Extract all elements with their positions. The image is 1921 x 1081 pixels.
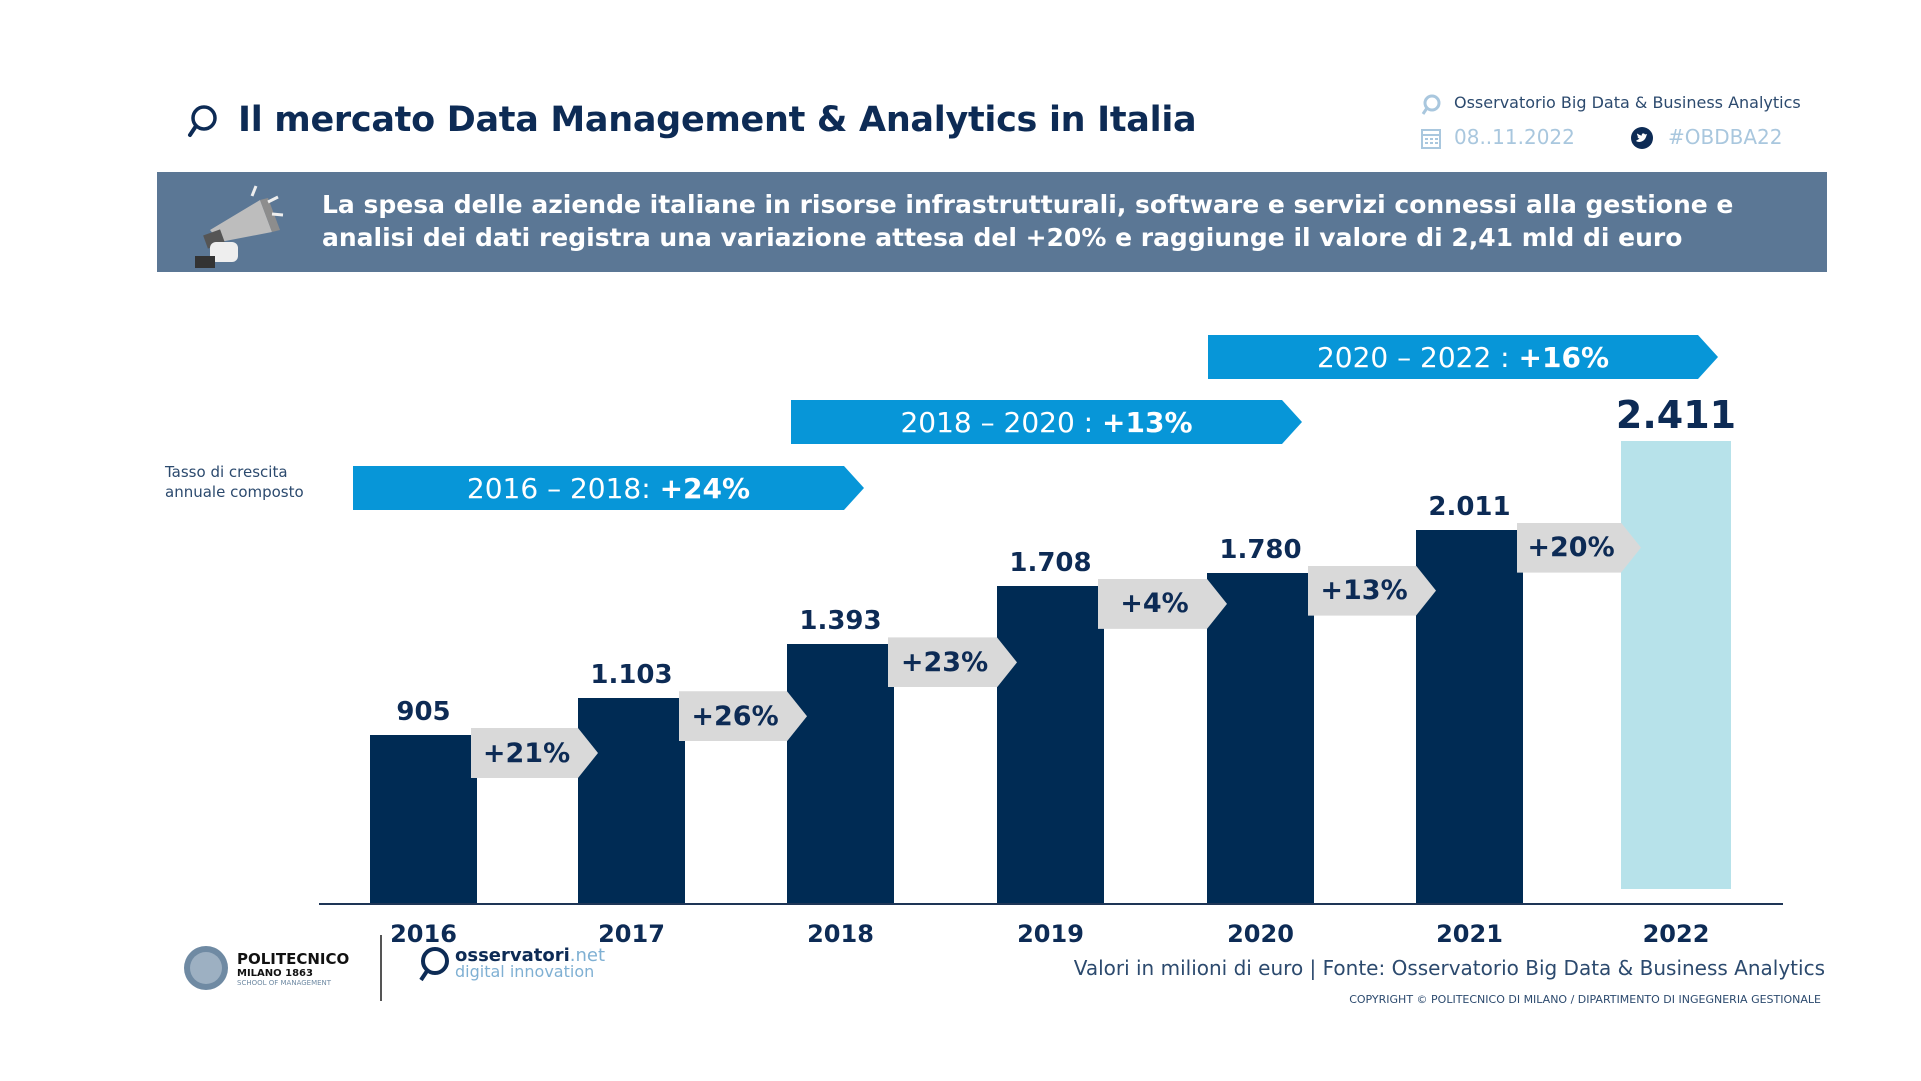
politecnico-seal-icon bbox=[184, 946, 228, 990]
osservatori-logo: osservatori.net digital innovation bbox=[415, 945, 605, 983]
value-label-2019: 1.708 bbox=[1009, 547, 1092, 578]
value-label-2017: 1.103 bbox=[590, 660, 673, 691]
growth-arrow-2022: +20% bbox=[1517, 523, 1641, 573]
osservatori-name: osservatori bbox=[455, 945, 570, 966]
x-axis-line bbox=[319, 903, 1783, 905]
cagr-arrow-2016-2018: 2016 – 2018: +24% bbox=[353, 466, 864, 510]
growth-arrow-2020: +4% bbox=[1098, 579, 1227, 629]
year-label-2017: 2017 bbox=[598, 920, 665, 948]
bar-2016 bbox=[370, 735, 477, 903]
value-label-2016: 905 bbox=[396, 697, 451, 727]
growth-arrow-2018: +26% bbox=[679, 691, 807, 741]
year-label-2019: 2019 bbox=[1017, 920, 1084, 948]
politecnico-sub: MILANO 1863 bbox=[237, 967, 313, 979]
cagr-value: +13% bbox=[1102, 405, 1193, 439]
value-label-2021: 2.011 bbox=[1428, 491, 1511, 522]
year-label-2020: 2020 bbox=[1227, 920, 1294, 948]
cagr-period: 2016 – 2018: bbox=[466, 471, 651, 505]
growth-arrow-2021: +13% bbox=[1308, 566, 1436, 616]
cagr-value: +16% bbox=[1518, 340, 1610, 374]
cagr-period: 2018 – 2020 : bbox=[900, 405, 1094, 439]
headline-line-1: La spesa delle aziende italiane in risor… bbox=[322, 190, 1734, 219]
value-label-2020: 1.780 bbox=[1219, 534, 1302, 565]
megaphone-icon bbox=[195, 185, 284, 268]
year-label-2021: 2021 bbox=[1436, 920, 1503, 948]
bar-2020 bbox=[1207, 572, 1314, 903]
politecnico-school: SCHOOL OF MANAGEMENT bbox=[237, 978, 332, 987]
source-note: Valori in milioni di euro | Fonte: Osser… bbox=[1073, 956, 1825, 980]
osservatori-logo-icon bbox=[188, 105, 217, 137]
observatory-name: Osservatorio Big Data & Business Analyti… bbox=[1454, 93, 1801, 112]
bar-2019 bbox=[997, 585, 1104, 903]
year-label-2018: 2018 bbox=[807, 920, 874, 948]
bar-2018 bbox=[787, 644, 894, 903]
value-label-2022: 2.411 bbox=[1615, 393, 1737, 438]
cagr-value: +24% bbox=[659, 471, 751, 505]
growth-arrow-2019: +23% bbox=[888, 637, 1017, 687]
headline-line-2: analisi dei dati registra una variazione… bbox=[322, 223, 1683, 252]
page-title: Il mercato Data Management & Analytics i… bbox=[238, 100, 1197, 140]
bar-2017 bbox=[578, 698, 685, 903]
osservatori-tld: .net bbox=[569, 945, 606, 966]
headline-banner bbox=[157, 172, 1827, 272]
osservatori-sub: digital innovation bbox=[455, 962, 595, 981]
headline-text: La spesa delle aziende italiane in risor… bbox=[322, 188, 1733, 254]
osservatori-magnifier-icon bbox=[419, 947, 449, 982]
politecnico-name: POLITECNICO bbox=[237, 949, 350, 968]
growth-arrow-2017: +21% bbox=[471, 728, 598, 778]
politecnico-logo: POLITECNICO MILANO 1863 SCHOOL OF MANAGE… bbox=[183, 945, 349, 991]
hashtag[interactable]: #OBDBA22 bbox=[1668, 125, 1783, 149]
cagr-arrow-2020-2022: 2020 – 2022 : +16% bbox=[1208, 335, 1718, 379]
year-label-2022: 2022 bbox=[1642, 920, 1710, 948]
cagr-label: Tasso di crescita annuale composto bbox=[165, 463, 304, 501]
bar-2022 bbox=[1621, 441, 1731, 889]
twitter-icon[interactable] bbox=[1630, 126, 1654, 150]
footer-divider bbox=[380, 935, 382, 1001]
value-label-2018: 1.393 bbox=[799, 606, 882, 637]
copyright: COPYRIGHT © POLITECNICO DI MILANO / DIPA… bbox=[1349, 993, 1821, 1006]
cagr-period: 2020 – 2022 : bbox=[1316, 340, 1510, 374]
cagr-arrow-2018-2020: 2018 – 2020 : +13% bbox=[791, 400, 1302, 444]
observatory-icon bbox=[1421, 94, 1441, 115]
calendar-icon bbox=[1421, 129, 1441, 149]
event-date: 08..11.2022 bbox=[1454, 125, 1575, 149]
year-label-2016: 2016 bbox=[390, 920, 457, 948]
